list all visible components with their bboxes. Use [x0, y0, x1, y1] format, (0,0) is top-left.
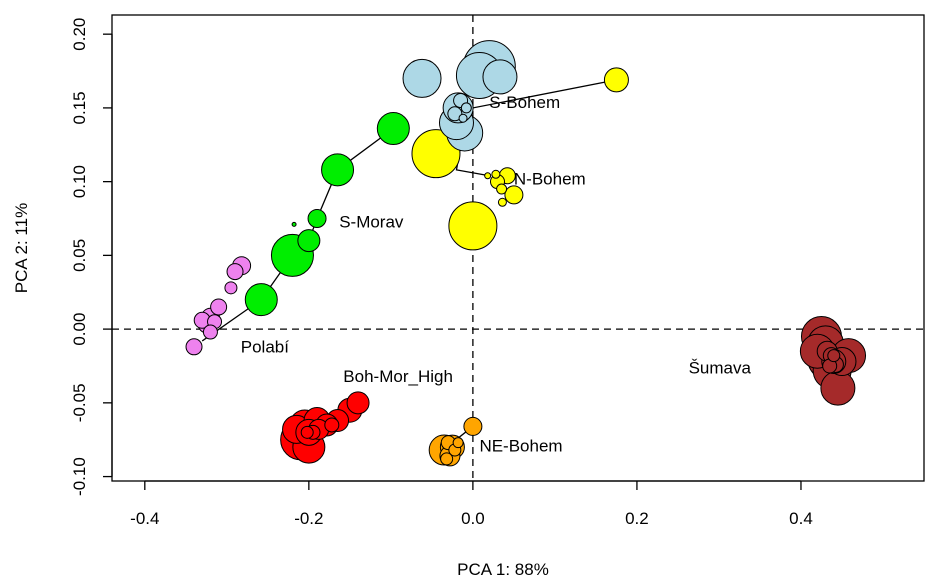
x-tick-label: -0.4: [130, 509, 159, 528]
data-point: [411, 129, 461, 179]
y-tick-label: 0.10: [70, 165, 89, 198]
data-point: [460, 102, 472, 114]
x-tick-label: 0.2: [625, 509, 649, 528]
data-point: [820, 370, 856, 406]
group-label: Šumava: [689, 358, 752, 377]
group-label: S-Bohem: [489, 93, 560, 112]
data-point: [497, 197, 507, 207]
connector-lines: [201, 79, 617, 448]
data-point: [440, 452, 454, 466]
group-label: Polabí: [241, 338, 289, 357]
data-point: [321, 153, 355, 187]
data-point: [185, 338, 203, 356]
data-point: [307, 209, 327, 229]
data-point: [484, 172, 492, 180]
y-tick-label: -0.05: [70, 383, 89, 422]
data-point: [496, 183, 508, 195]
y-axis-title: PCA 2: 11%: [12, 203, 31, 293]
y-tick-label: 0.20: [70, 18, 89, 51]
data-point: [463, 416, 483, 436]
data-point: [447, 106, 463, 122]
y-tick-label: 0.05: [70, 239, 89, 272]
y-tick-label: 0.15: [70, 91, 89, 124]
data-point: [491, 169, 501, 179]
x-tick-label: -0.2: [294, 509, 323, 528]
data-point: [827, 349, 841, 363]
data-points: [185, 40, 867, 467]
reference-lines: [112, 15, 924, 481]
group-label: NE-Bohem: [479, 437, 562, 456]
data-point: [603, 67, 629, 93]
x-axis-title: PCA 1: 88%: [457, 560, 549, 579]
y-tick-label: 0.00: [70, 313, 89, 346]
data-point: [346, 391, 370, 415]
x-tick-label: 0.0: [461, 509, 485, 528]
data-point: [291, 221, 297, 227]
plot-frame: [111, 14, 925, 482]
data-point: [297, 229, 321, 253]
group-label: Boh-Mor_High: [343, 367, 453, 386]
data-point: [452, 437, 464, 449]
group-label: S-Morav: [339, 212, 404, 231]
data-point: [324, 417, 340, 433]
data-point: [376, 112, 410, 146]
data-point: [458, 113, 468, 123]
data-point: [244, 283, 278, 317]
data-point: [448, 201, 498, 251]
data-point: [402, 58, 442, 98]
data-point: [210, 298, 228, 316]
x-axis: -0.4 -0.2 0.0 0.2 0.4: [130, 480, 813, 528]
group-labels: S-Bohem N-Bohem S-Morav Polabí Boh-Mor_High N…: [241, 93, 752, 456]
data-point: [224, 281, 238, 295]
data-point: [300, 425, 314, 439]
group-label: N-Bohem: [514, 170, 586, 189]
data-point: [482, 59, 518, 95]
data-point: [202, 324, 218, 340]
y-axis: -0.10 -0.05 0.00 0.05 0.10 0.15 0.20: [70, 18, 113, 496]
y-tick-label: -0.10: [70, 457, 89, 496]
x-tick-label: 0.4: [789, 509, 813, 528]
data-point: [226, 263, 244, 281]
data-point: [504, 185, 524, 205]
